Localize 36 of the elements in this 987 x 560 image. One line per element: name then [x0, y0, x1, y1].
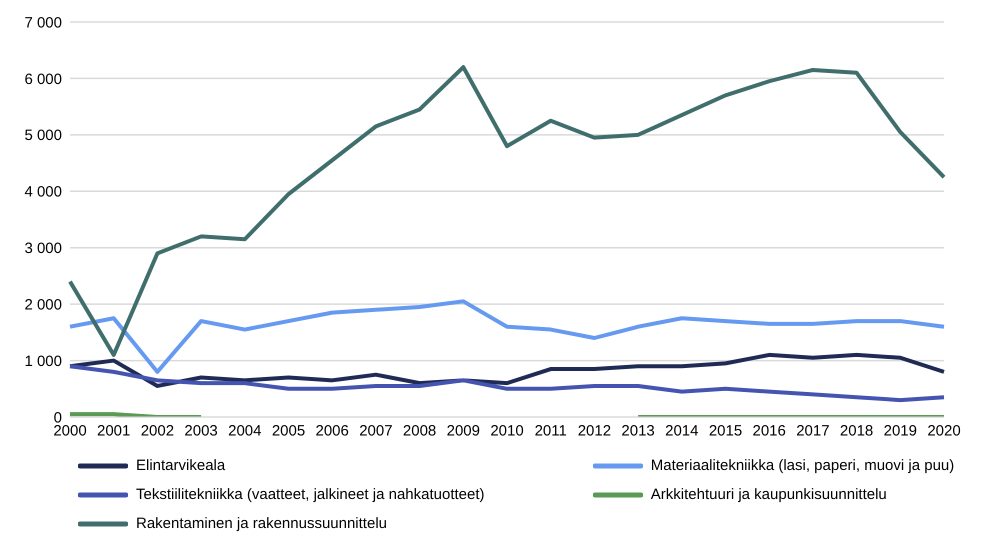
x-tick-label: 2011: [534, 422, 567, 440]
x-tick-label: 2004: [228, 422, 262, 440]
x-tick-label: 2007: [359, 422, 393, 440]
x-tick-label: 2010: [490, 422, 524, 440]
y-tick-label: 1 000: [24, 352, 62, 370]
x-tick-label: 2013: [621, 422, 655, 440]
legend-label: Arkkitehtuuri ja kaupunkisuunnittelu: [650, 486, 887, 503]
x-tick-label: 2018: [840, 422, 874, 440]
x-tick-label: 2003: [184, 422, 218, 440]
y-tick-label: 2 000: [24, 296, 62, 314]
x-tick-label: 2020: [927, 422, 961, 440]
line-series: [68, 352, 946, 388]
x-tick-label: 2015: [708, 422, 742, 440]
x-tick-label: 2002: [140, 422, 174, 440]
x-tick-label: 2016: [752, 422, 786, 440]
x-tick-label: 2012: [578, 422, 612, 440]
x-tick-label: 2006: [316, 422, 349, 440]
x-tick-label: 2014: [665, 422, 698, 440]
x-tick-label: 2005: [272, 422, 306, 440]
legend-label: Elintarvikeala: [136, 457, 226, 474]
x-tick-label: 2009: [446, 422, 480, 440]
legend-label: Materiaalitekniikka (lasi, paperi, muovi ja puu): [650, 457, 954, 474]
line-series: [68, 364, 946, 402]
y-tick-label: 5 000: [24, 127, 62, 144]
legend-label: Tekstiilitekniikka (vaatteet, jalkineet ja nahkatuotteet): [136, 486, 485, 503]
x-tick-label: 2019: [884, 422, 917, 440]
y-tick-label: 3 000: [24, 240, 62, 258]
y-tick-label: 6 000: [24, 70, 62, 88]
line-series: [68, 65, 946, 357]
y-tick-label: 4 000: [24, 184, 62, 201]
x-tick-label: 2001: [97, 422, 130, 440]
legend-label: Rakentaminen ja rakennussuunnittelu: [136, 515, 387, 532]
y-tick-label: 7 000: [24, 14, 62, 32]
x-tick-label: 2008: [402, 422, 436, 440]
line-series: [68, 299, 946, 374]
x-tick-label: 2017: [796, 422, 830, 440]
